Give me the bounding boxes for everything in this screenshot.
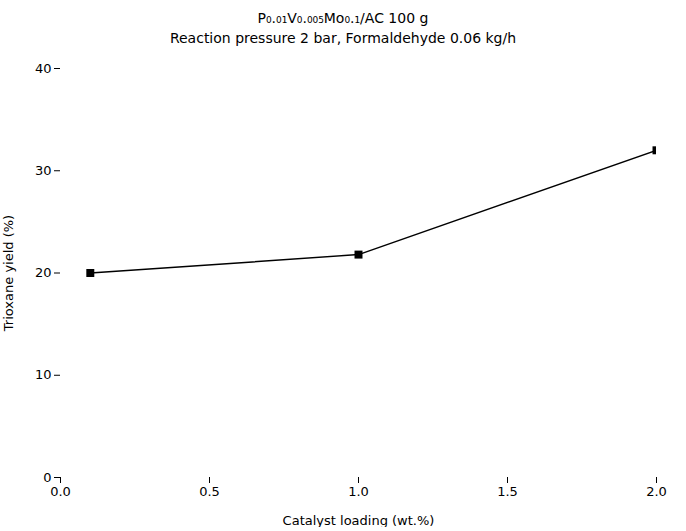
svg-text:20: 20	[35, 265, 52, 280]
svg-text:0: 0	[43, 470, 51, 485]
svg-text:30: 30	[35, 163, 52, 178]
html-text:Reaction pressure 2 bar, Forma: Reaction pressure 2 bar, Formaldehyde 0.…	[169, 30, 517, 46]
svg-text:10: 10	[35, 367, 52, 382]
svg-text:0.5: 0.5	[199, 484, 220, 499]
svg-text:2.0: 2.0	[646, 484, 667, 499]
svg-text:1.0: 1.0	[348, 484, 369, 499]
html-text:P₀.₀₁V₀.₀₀₅Mo₀.₁/AC 100 g: P₀.₀₁V₀.₀₀₅Mo₀.₁/AC 100 g	[257, 10, 429, 26]
svg-text:1.5: 1.5	[497, 484, 518, 499]
svg-text:Catalyst loading (wt.%): Catalyst loading (wt.%)	[283, 513, 435, 528]
svg-text:40: 40	[35, 61, 52, 76]
svg-text:0.0: 0.0	[50, 484, 71, 499]
svg-text:Trioxane yield (%): Trioxane yield (%)	[1, 215, 16, 332]
